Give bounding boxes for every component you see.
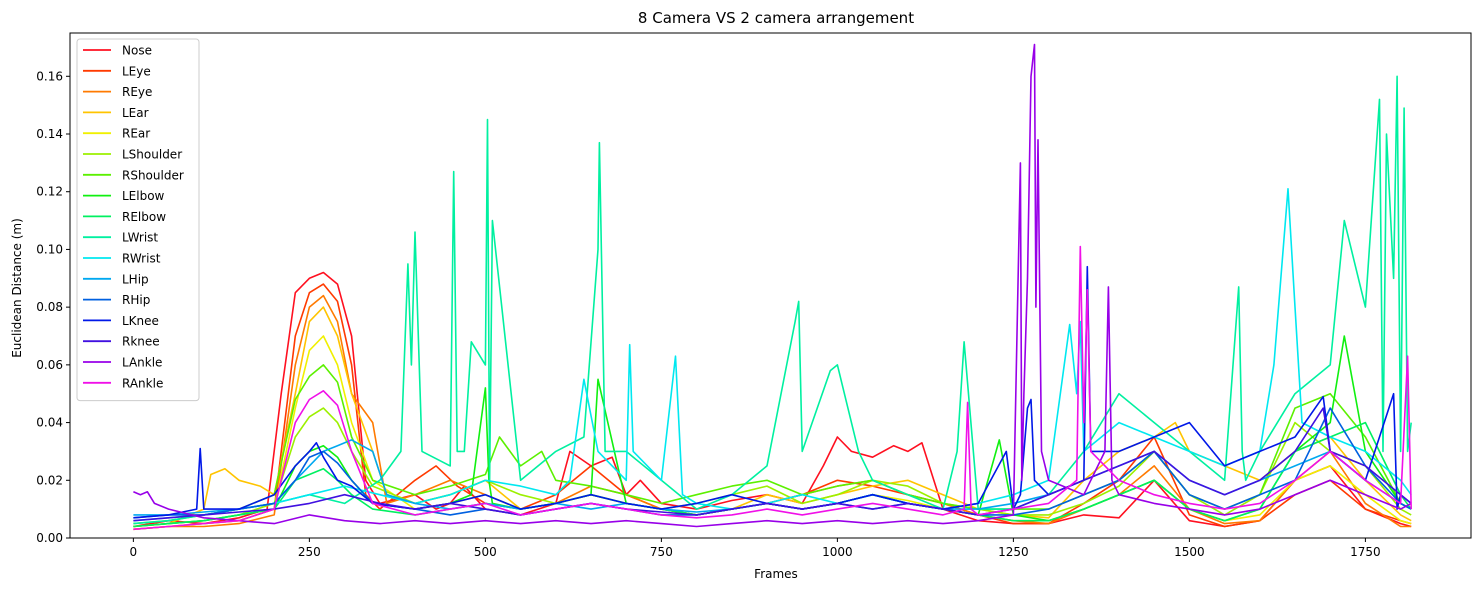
series-line-rknee (133, 407, 1412, 522)
legend: Nose LEye REye LEar REar LShoulder RShoulder LE… (76, 38, 200, 402)
legend-label: LKnee (122, 314, 159, 328)
x-tick-label: 0 (130, 545, 138, 559)
series-line-lwrist (133, 75, 1412, 525)
legend-label: LEye (122, 64, 151, 78)
x-tick-label: 750 (650, 545, 673, 559)
x-axis-label: Frames (754, 567, 798, 581)
legend-label: REye (122, 85, 152, 99)
y-tick-label: 0.16 (36, 69, 63, 83)
series-line-rankle (133, 245, 1412, 531)
legend-label: LWrist (122, 231, 158, 245)
legend-label: RWrist (122, 252, 161, 266)
x-tick-label: 1500 (1174, 545, 1205, 559)
y-tick-label: 0.10 (36, 242, 63, 256)
legend-label: LEar (122, 106, 149, 120)
legend-label: RHip (122, 293, 150, 307)
legend-label: RShoulder (122, 168, 184, 182)
chart-title: 8 Camera VS 2 camera arrangement (638, 9, 914, 27)
y-tick-label: 0.12 (36, 185, 63, 199)
plot-area (133, 43, 1412, 531)
legend-label: RElbow (122, 210, 166, 224)
series-line-lankle (133, 43, 1412, 528)
y-axis: 0.00 0.02 0.04 0.06 0.08 0.10 0.12 0.14 0.16 (36, 69, 70, 545)
y-tick-label: 0.00 (36, 531, 63, 545)
y-tick-label: 0.14 (36, 127, 63, 141)
x-axis: 0 250 500 750 1000 1250 1500 1750 (130, 538, 1381, 559)
legend-label: RAnkle (122, 376, 163, 390)
legend-label: LShoulder (122, 148, 182, 162)
legend-label: LAnkle (122, 356, 162, 370)
plot-frame (69, 32, 1472, 539)
series-line-reye (133, 294, 1412, 531)
legend-label: Rknee (122, 335, 160, 349)
x-tick-label: 500 (474, 545, 497, 559)
legend-label: REar (122, 127, 150, 141)
y-axis-label: Euclidean Distance (m) (10, 218, 24, 358)
y-tick-label: 0.02 (36, 473, 63, 487)
legend-label: Nose (122, 44, 152, 58)
y-tick-label: 0.06 (36, 358, 63, 372)
legend-label: LHip (122, 272, 149, 286)
x-tick-label: 1000 (822, 545, 853, 559)
y-tick-label: 0.08 (36, 300, 63, 314)
series-line-lknee (133, 265, 1412, 519)
y-tick-label: 0.04 (36, 416, 63, 430)
legend-frame (76, 38, 200, 402)
x-tick-label: 1250 (998, 545, 1029, 559)
legend-label: LElbow (122, 189, 165, 203)
x-tick-label: 1750 (1350, 545, 1381, 559)
x-tick-label: 250 (298, 545, 321, 559)
